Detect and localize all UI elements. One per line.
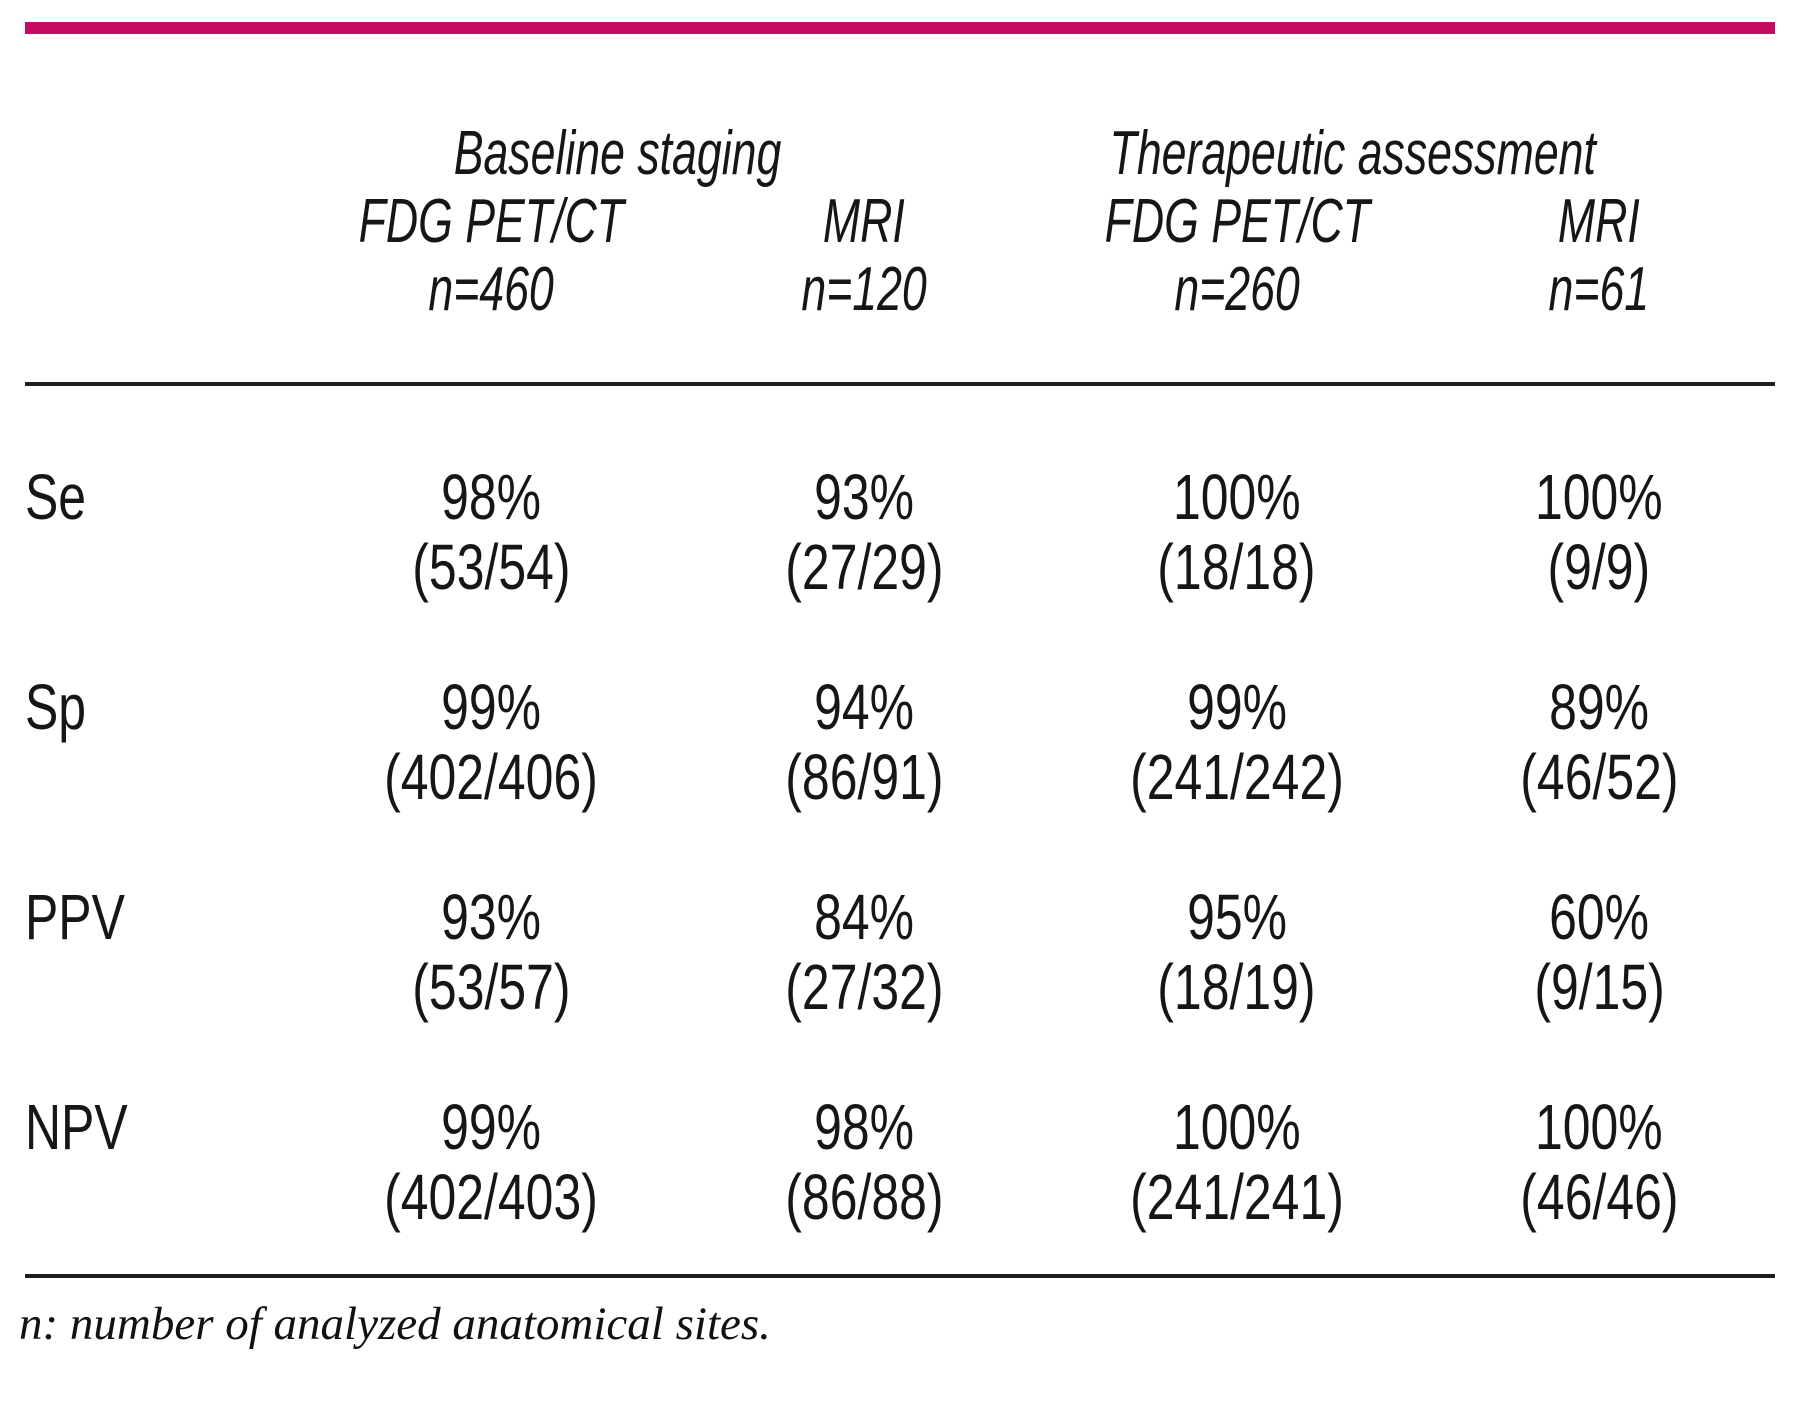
table-cell: 93% (27/29) — [678, 462, 1051, 602]
value-percent: 99% — [1186, 671, 1287, 743]
value-percent: 95% — [1186, 881, 1287, 953]
modality-label: MRI — [823, 187, 906, 256]
modality-header-row: FDG PET/CT MRI FDG PET/CT MRI — [25, 188, 1775, 256]
accent-bar — [25, 22, 1775, 34]
column-header-n: n=260 — [1051, 256, 1424, 324]
sample-size-label: n=120 — [801, 255, 927, 324]
table-row-se: Se 98% (53/54) 93% (27/29) 100% (18/18) … — [25, 462, 1775, 602]
table-cell: 100% (241/241) — [1051, 1092, 1424, 1232]
column-header-modality: MRI — [678, 188, 1051, 256]
column-header-modality: MRI — [1423, 188, 1775, 256]
table-bottom-rule — [25, 1274, 1775, 1278]
table-header: Baseline staging Therapeutic assessment … — [25, 120, 1775, 324]
sample-size-label: n=61 — [1548, 255, 1650, 324]
value-fraction: (46/52) — [1520, 741, 1679, 813]
group-header-therapeutic-assessment-label: Therapeutic assessment — [1109, 119, 1596, 188]
value-fraction: (27/32) — [785, 951, 944, 1023]
value-percent: 84% — [814, 881, 915, 953]
table-top-rule — [25, 382, 1775, 386]
value-percent: 93% — [441, 881, 542, 953]
table-cell: 99% (402/406) — [305, 672, 678, 812]
value-percent: 89% — [1549, 671, 1650, 743]
value-percent: 98% — [814, 1091, 915, 1163]
value-fraction: (53/54) — [412, 531, 571, 603]
sample-size-label: n=260 — [1174, 255, 1300, 324]
group-header-therapeutic-assessment: Therapeutic assessment — [991, 120, 1716, 188]
value-percent: 100% — [1173, 1091, 1301, 1163]
value-percent: 93% — [814, 461, 915, 533]
paper-table-figure: Baseline staging Therapeutic assessment … — [0, 22, 1800, 1354]
value-percent: 94% — [814, 671, 915, 743]
modality-label: FDG PET/CT — [358, 187, 625, 256]
row-label: Sp — [25, 671, 87, 743]
column-header-n: n=460 — [305, 256, 678, 324]
table-cell: 100% (9/9) — [1423, 462, 1775, 602]
table-row-sp: Sp 99% (402/406) 94% (86/91) 99% (241/24… — [25, 672, 1775, 812]
table-cell: 94% (86/91) — [678, 672, 1051, 812]
value-fraction: (9/9) — [1547, 531, 1651, 603]
table-cell: 84% (27/32) — [678, 882, 1051, 1022]
value-percent: 99% — [441, 1091, 542, 1163]
row-label: Se — [25, 461, 87, 533]
table-cell: 98% (53/54) — [305, 462, 678, 602]
value-fraction: (9/15) — [1533, 951, 1665, 1023]
column-header-modality: FDG PET/CT — [1051, 188, 1424, 256]
value-fraction: (18/19) — [1157, 951, 1316, 1023]
value-fraction: (402/403) — [384, 1161, 599, 1233]
sample-size-label: n=460 — [428, 255, 555, 324]
modality-label: FDG PET/CT — [1104, 187, 1370, 256]
value-fraction: (86/91) — [785, 741, 944, 813]
value-fraction: (86/88) — [785, 1161, 944, 1233]
sample-size-header-row: n=460 n=120 n=260 n=61 — [25, 256, 1775, 324]
table-cell: 93% (53/57) — [305, 882, 678, 1022]
table-cell: 99% (402/403) — [305, 1092, 678, 1232]
value-fraction: (46/46) — [1520, 1161, 1679, 1233]
value-percent: 98% — [441, 461, 542, 533]
column-header-n: n=61 — [1423, 256, 1775, 324]
value-percent: 100% — [1535, 1091, 1663, 1163]
value-percent: 100% — [1535, 461, 1663, 533]
value-fraction: (53/57) — [412, 951, 571, 1023]
table-cell: 89% (46/52) — [1423, 672, 1775, 812]
table-body: Se 98% (53/54) 93% (27/29) 100% (18/18) … — [25, 462, 1775, 1232]
value-percent: 60% — [1549, 881, 1650, 953]
table-footnote: n: number of analyzed anatomical sites. — [19, 1298, 771, 1350]
column-header-n: n=120 — [678, 256, 1051, 324]
value-fraction: (241/241) — [1130, 1161, 1344, 1233]
value-fraction: (27/29) — [785, 531, 944, 603]
row-label: NPV — [25, 1091, 128, 1163]
table-cell: 95% (18/19) — [1051, 882, 1424, 1022]
table-cell: 98% (86/88) — [678, 1092, 1051, 1232]
group-header-baseline-staging-label: Baseline staging — [453, 119, 782, 188]
table-cell: 99% (241/242) — [1051, 672, 1424, 812]
value-fraction: (241/242) — [1130, 741, 1344, 813]
table-cell: 60% (9/15) — [1423, 882, 1775, 1022]
table-cell: 100% (18/18) — [1051, 462, 1424, 602]
value-fraction: (18/18) — [1157, 531, 1316, 603]
value-percent: 100% — [1173, 461, 1301, 533]
modality-label: MRI — [1558, 187, 1641, 256]
table-cell: 100% (46/46) — [1423, 1092, 1775, 1232]
value-fraction: (402/406) — [384, 741, 599, 813]
table-row-npv: NPV 99% (402/403) 98% (86/88) 100% (241/… — [25, 1092, 1775, 1232]
row-label: PPV — [25, 881, 125, 953]
table-row-ppv: PPV 93% (53/57) 84% (27/32) 95% (18/19) … — [25, 882, 1775, 1022]
group-header-row: Baseline staging Therapeutic assessment — [25, 120, 1775, 188]
column-header-modality: FDG PET/CT — [305, 188, 678, 256]
value-percent: 99% — [441, 671, 542, 743]
group-header-baseline-staging: Baseline staging — [245, 120, 991, 188]
